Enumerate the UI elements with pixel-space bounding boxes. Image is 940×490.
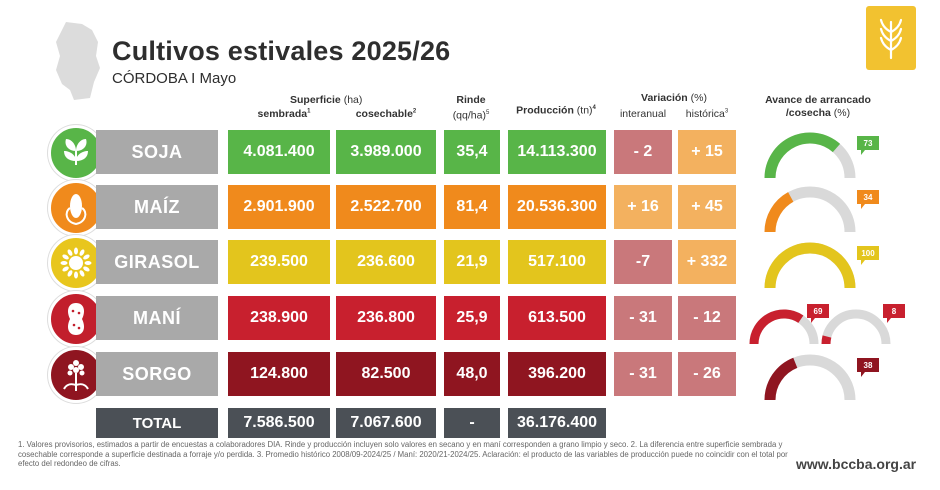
crop-icon-circle-maiz	[48, 180, 104, 236]
footnote: 1. Valores provisorios, estimados a part…	[18, 440, 788, 468]
soybean-icon	[56, 133, 96, 173]
gauge-value-soja-0: 73	[864, 139, 873, 148]
cell-interanual-girasol: -7	[614, 240, 672, 284]
cell-cosechable-girasol: 236.600	[336, 240, 436, 284]
cordoba-map-icon	[52, 20, 104, 109]
header-cosechable: cosechable2	[355, 108, 417, 120]
corn-icon	[56, 188, 96, 228]
crop-name-maiz: MAÍZ	[96, 185, 218, 229]
crop-icon-circle-girasol	[48, 235, 104, 291]
cell-sembrada-sorgo: 124.800	[228, 352, 330, 396]
cell-cosechable-mani: 236.800	[336, 296, 436, 340]
gauge-fill-mani-0	[749, 309, 804, 345]
cell-interanual-mani: - 31	[614, 296, 672, 340]
header-superficie: Superficie (ha)	[290, 94, 363, 106]
header-sembrada: sembrada1	[257, 108, 311, 120]
gauge-value-mani-0: 69	[814, 307, 823, 316]
cell-historica-girasol: + 332	[678, 240, 736, 284]
gauge-fill-girasol-0	[764, 242, 856, 289]
total-cosechable: 7.067.600	[336, 408, 436, 438]
avance-gauges: 73 34 100 69 8 38	[749, 132, 905, 401]
cell-produccion-mani: 613.500	[508, 296, 606, 340]
gauge-track-mani-1	[821, 309, 891, 345]
cell-cosechable-sorgo: 82.500	[336, 352, 436, 396]
cell-historica-maiz: + 45	[678, 185, 736, 229]
cell-interanual-sorgo: - 31	[614, 352, 672, 396]
sorghum-icon	[56, 355, 96, 395]
cell-produccion-soja: 14.113.300	[508, 130, 606, 174]
gauge-badge-maiz-0: 34	[857, 190, 879, 209]
gauge-badge-mani-1: 8	[883, 304, 905, 323]
cell-sembrada-mani: 238.900	[228, 296, 330, 340]
cell-rinde-girasol: 21,9	[444, 240, 500, 284]
cell-historica-mani: - 12	[678, 296, 736, 340]
cell-sembrada-girasol: 239.500	[228, 240, 330, 284]
cell-produccion-girasol: 517.100	[508, 240, 606, 284]
header-rinde: Rinde (qq/ha)5	[452, 94, 490, 122]
website-link[interactable]: www.bccba.org.ar	[796, 456, 917, 472]
gauge-fill-mani-1	[821, 335, 832, 345]
gauge-badge-mani-0: 69	[807, 304, 829, 323]
cell-rinde-sorgo: 48,0	[444, 352, 500, 396]
gauge-fill-soja-0	[764, 132, 841, 179]
total-rinde: -	[444, 408, 500, 438]
crop-name-girasol: GIRASOL	[96, 240, 218, 284]
gauge-badge-sorgo-0: 38	[857, 358, 879, 377]
cell-produccion-sorgo: 396.200	[508, 352, 606, 396]
page-subtitle: CÓRDOBA I Mayo	[112, 70, 237, 87]
total-label: TOTAL	[96, 408, 218, 438]
gauge-fill-maiz-0	[764, 192, 794, 233]
bccba-logo	[866, 6, 916, 70]
header-variacion: Variación (%)	[641, 92, 707, 104]
gauge-value-maiz-0: 34	[864, 193, 873, 202]
cell-interanual-maiz: + 16	[614, 185, 672, 229]
cell-cosechable-maiz: 2.522.700	[336, 185, 436, 229]
gauge-value-sorgo-0: 38	[864, 361, 873, 370]
page-title: Cultivos estivales 2025/26	[112, 36, 451, 66]
gauge-value-mani-1: 8	[892, 307, 897, 316]
header-interanual: interanual	[619, 108, 667, 120]
cell-historica-sorgo: - 26	[678, 352, 736, 396]
peanut-icon	[56, 299, 96, 339]
gauge-badge-girasol-0: 100	[857, 246, 879, 265]
cell-historica-soja: + 15	[678, 130, 736, 174]
crop-name-soja: SOJA	[96, 130, 218, 174]
header-historica: histórica3	[685, 108, 729, 120]
gauge-value-girasol-0: 100	[861, 249, 875, 258]
gauge-fill-sorgo-0	[764, 357, 798, 401]
cell-interanual-soja: - 2	[614, 130, 672, 174]
cell-rinde-mani: 25,9	[444, 296, 500, 340]
cell-sembrada-soja: 4.081.400	[228, 130, 330, 174]
cell-sembrada-maiz: 2.901.900	[228, 185, 330, 229]
cell-rinde-soja: 35,4	[444, 130, 500, 174]
header-produccion: Producción (tn)4	[516, 104, 596, 117]
header-avance: Avance de arrancado /cosecha (%)	[765, 94, 871, 119]
crop-name-sorgo: SORGO	[96, 352, 218, 396]
gauge-badge-soja-0: 73	[857, 136, 879, 155]
cell-rinde-maiz: 81,4	[444, 185, 500, 229]
crop-icon-circle-mani	[48, 291, 104, 347]
total-produccion: 36.176.400	[508, 408, 606, 438]
sunflower-icon	[56, 243, 96, 283]
total-sembrada: 7.586.500	[228, 408, 330, 438]
cell-produccion-maiz: 20.536.300	[508, 185, 606, 229]
crop-name-mani: MANÍ	[96, 296, 218, 340]
cell-cosechable-soja: 3.989.000	[336, 130, 436, 174]
